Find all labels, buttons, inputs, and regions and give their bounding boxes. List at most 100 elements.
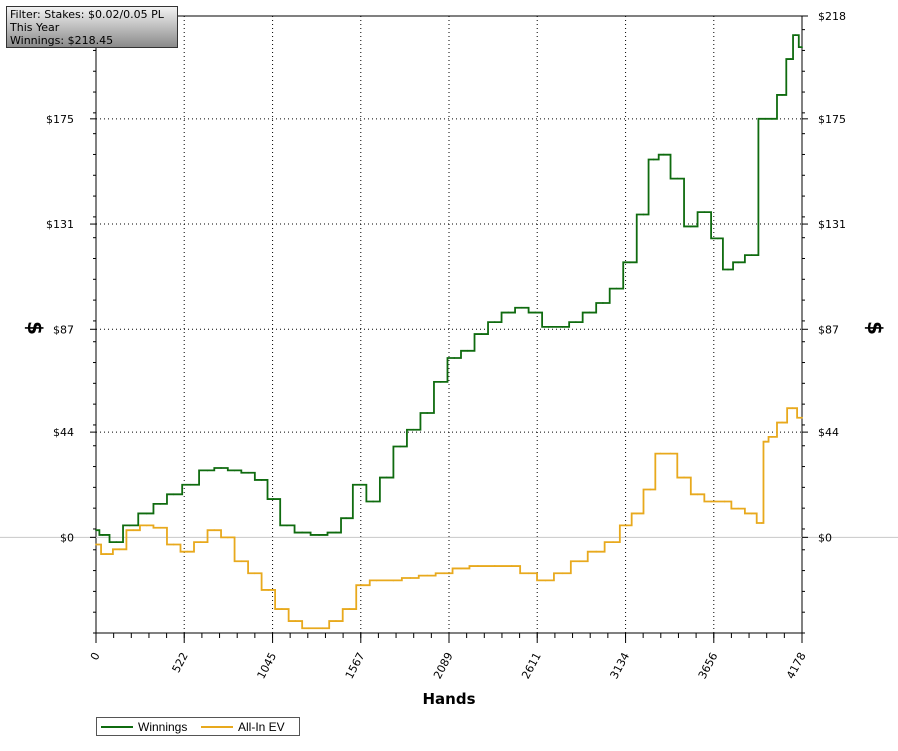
y-tick-label-right: $175 bbox=[818, 113, 846, 126]
allin-ev-line-point bbox=[659, 452, 662, 455]
winnings-line-point bbox=[128, 524, 131, 527]
allin-ev-line-point bbox=[476, 565, 479, 567]
winnings-line-point bbox=[95, 529, 97, 532]
y-tick-label-right: $0 bbox=[818, 531, 832, 544]
filter-stakes-text: Filter: Stakes: $0.02/0.05 PL bbox=[10, 8, 164, 21]
winnings-line-point bbox=[794, 34, 797, 37]
winnings-line-point bbox=[771, 117, 773, 120]
filter-info-box: Filter: Stakes: $0.02/0.05 PL This Year … bbox=[6, 6, 178, 48]
allin-ev-line-point bbox=[612, 541, 614, 544]
allin-ev-line-point bbox=[669, 452, 672, 455]
y-tick-label-left: $0 bbox=[60, 531, 74, 544]
winnings-line-point bbox=[689, 225, 692, 228]
allin-ev-line-point bbox=[118, 548, 121, 551]
allin-ev-line-point bbox=[267, 589, 270, 591]
y-tick-label-left: $131 bbox=[46, 218, 74, 231]
allin-ev-line-point bbox=[348, 608, 351, 610]
winnings-line-point bbox=[233, 469, 236, 472]
allin-ev-line bbox=[96, 407, 802, 630]
allin-ev-line-point bbox=[710, 500, 712, 503]
allin-ev-line-point bbox=[683, 476, 685, 479]
winnings-line-point bbox=[385, 476, 388, 479]
allin-ev-line-point bbox=[750, 512, 753, 515]
winnings-line-point bbox=[781, 94, 783, 96]
allin-ev-line-point bbox=[95, 543, 97, 546]
allin-ev-line-point bbox=[578, 560, 581, 563]
allin-ev-line-point bbox=[595, 550, 598, 553]
winnings-line-point bbox=[652, 158, 655, 161]
allin-ev-line-point bbox=[635, 512, 638, 515]
y-axis-title-right: $ bbox=[863, 321, 887, 335]
legend-item-allin: All-In EV bbox=[201, 720, 285, 734]
x-axis-ticks: 0 522 1045 1567 2089 2611 3134 3656 4178 bbox=[88, 633, 809, 681]
grid-layer bbox=[96, 16, 802, 633]
legend-swatch-allin bbox=[201, 726, 233, 728]
y-tick-label-right: $87 bbox=[818, 323, 839, 336]
winnings-line-point bbox=[716, 237, 719, 240]
legend-swatch-winnings bbox=[101, 726, 133, 728]
winnings-line-point bbox=[703, 211, 706, 214]
x-tick-label: 3134 bbox=[608, 650, 633, 681]
winnings-line-point bbox=[426, 412, 429, 414]
allin-ev-line-point bbox=[771, 435, 773, 438]
x-tick-label: 2089 bbox=[431, 650, 456, 681]
x-tick-label: 522 bbox=[170, 650, 191, 675]
y-tick-label-right: $218 bbox=[818, 10, 846, 23]
allin-ev-line-point bbox=[362, 584, 364, 587]
winnings-line-point bbox=[764, 117, 767, 120]
allin-ev-line-point bbox=[172, 543, 175, 546]
winnings-line-point bbox=[602, 302, 604, 304]
allin-ev-line-point bbox=[443, 572, 445, 575]
winnings-line-point bbox=[493, 321, 496, 324]
winnings-line-point bbox=[335, 531, 337, 534]
allin-ev-line-point bbox=[375, 579, 378, 582]
y-tick-label-left: $87 bbox=[53, 323, 74, 336]
allin-ev-line-point bbox=[105, 553, 108, 555]
winnings-line-point bbox=[520, 306, 523, 309]
allin-ev-line-point bbox=[649, 488, 652, 491]
allin-ev-line-point bbox=[460, 567, 462, 570]
allin-ev-line-point bbox=[527, 572, 530, 575]
winnings-line-point bbox=[189, 483, 192, 486]
allin-ev-line-point bbox=[213, 529, 216, 532]
winnings-line-point bbox=[534, 311, 537, 314]
x-tick-label: 4178 bbox=[784, 650, 809, 681]
winnings-line-point bbox=[789, 58, 792, 60]
winnings-line-point bbox=[145, 512, 148, 515]
allin-ev-line-point bbox=[764, 440, 767, 443]
series-layer bbox=[95, 34, 803, 630]
winnings-line-point bbox=[172, 493, 175, 496]
allin-ev-line-point bbox=[132, 529, 135, 532]
allin-ev-line-point bbox=[409, 577, 412, 579]
allin-ev-line-point bbox=[737, 507, 740, 510]
x-tick-label: 1045 bbox=[255, 650, 280, 681]
allin-ev-line-point bbox=[145, 524, 148, 527]
winnings-line-point bbox=[750, 254, 753, 257]
winnings-line-point bbox=[220, 467, 222, 469]
winnings-line-point bbox=[286, 524, 288, 527]
y-axis-ticks: $0$0$44$44$87$87$131$131$175$175$218$218 bbox=[46, 10, 846, 634]
winnings-line-point bbox=[159, 502, 162, 505]
winnings-line bbox=[96, 34, 802, 544]
x-tick-label: 1567 bbox=[343, 650, 368, 681]
allin-ev-line-point bbox=[781, 421, 783, 424]
allin-ev-line-point bbox=[723, 500, 726, 503]
allin-ev-line-point bbox=[308, 627, 310, 630]
winnings-line-point bbox=[272, 498, 275, 500]
allin-ev-line-point bbox=[186, 550, 189, 553]
winnings-line-point bbox=[801, 46, 803, 48]
winnings-line-point bbox=[642, 213, 645, 216]
allin-ev-line-point bbox=[159, 526, 162, 529]
allin-ev-line-point bbox=[253, 572, 256, 575]
winnings-line-point bbox=[301, 531, 304, 534]
y-axis-title-left: $ bbox=[23, 321, 47, 335]
winnings-line-point bbox=[507, 311, 510, 314]
x-tick-label: 2611 bbox=[519, 650, 544, 681]
allin-ev-line-point bbox=[561, 572, 564, 575]
winnings-line-point bbox=[439, 380, 442, 383]
winnings-line-point bbox=[115, 541, 118, 544]
allin-ev-line-point bbox=[240, 560, 243, 563]
winnings-line-point bbox=[345, 517, 347, 520]
allin-ev-line-point bbox=[493, 565, 496, 567]
